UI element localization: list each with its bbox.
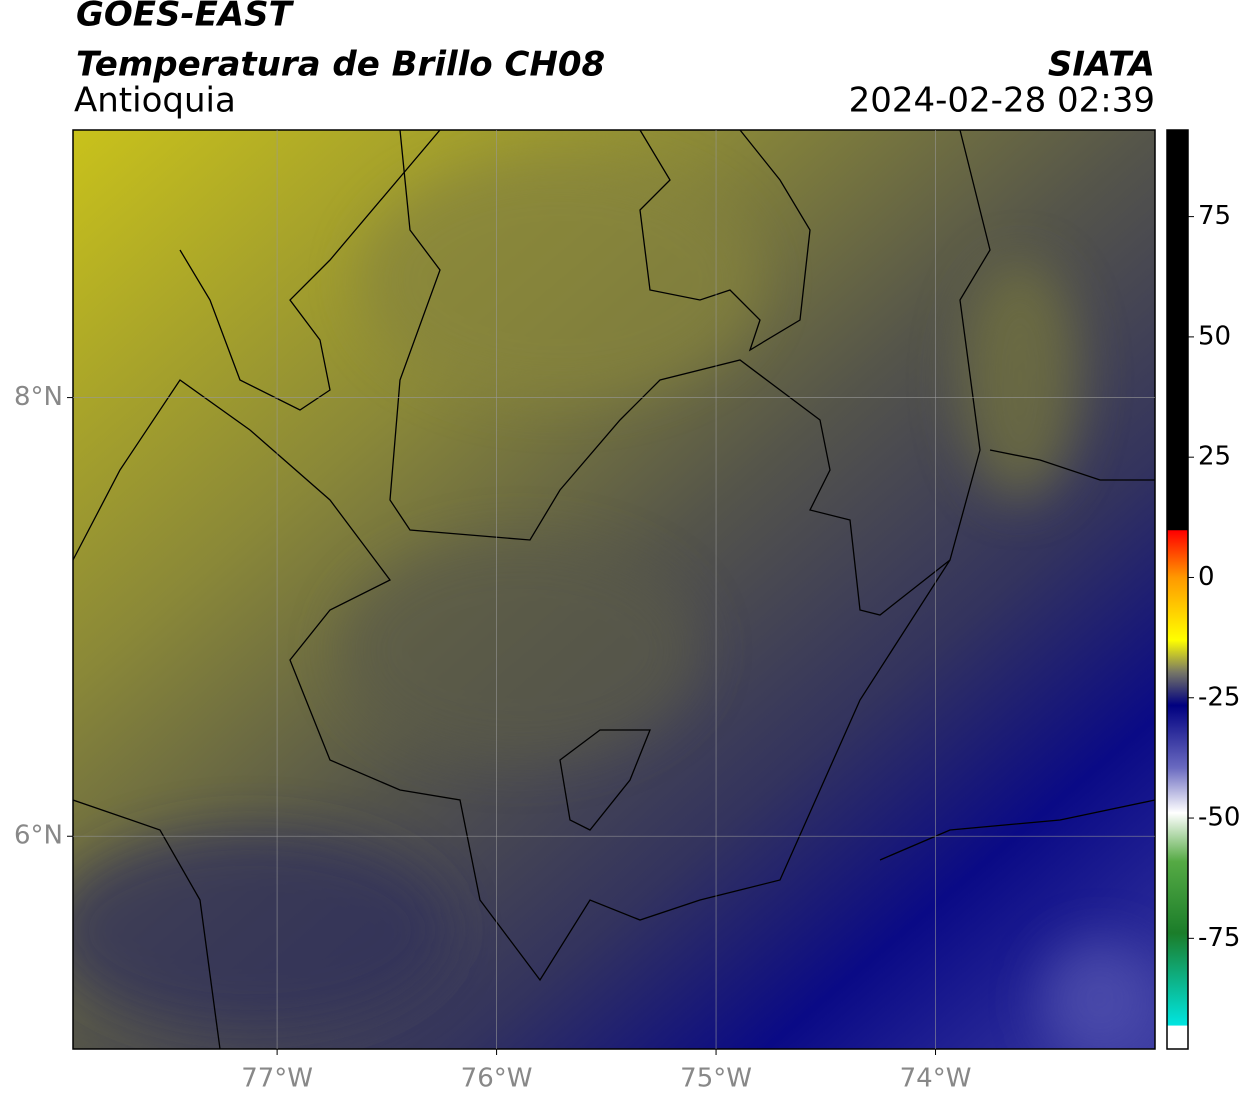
satellite-title: GOES-EAST [76, 0, 295, 35]
x-tick-label: 76°W [461, 1064, 533, 1094]
x-tick-label: 75°W [680, 1064, 752, 1094]
y-tick-label: 6°N [14, 821, 63, 851]
x-tick-label: 74°W [900, 1064, 972, 1094]
x-tick-label: 77°W [241, 1064, 313, 1094]
colorbar-tick-label: 50 [1198, 321, 1231, 351]
source-title: SIATA [1048, 45, 1155, 85]
map-frame [72, 129, 1156, 1050]
colorbar-tick-label: 0 [1198, 562, 1215, 592]
map-image [73, 130, 1155, 1049]
region-title: Antioquia [74, 81, 236, 121]
y-tick-label: 8°N [14, 382, 63, 412]
datetime: 2024-02-28 02:39 [849, 81, 1155, 121]
colorbar [1166, 129, 1189, 1050]
colorbar-tick-label: -25 [1198, 682, 1240, 712]
colorbar-tick-label: 25 [1198, 442, 1231, 472]
colorbar-tick-label: -75 [1198, 923, 1240, 953]
colorbar-tick-label: 75 [1198, 201, 1231, 231]
colorbar-tick-label: -50 [1198, 803, 1240, 833]
product-title: Temperatura de Brillo CH08 [76, 45, 605, 85]
